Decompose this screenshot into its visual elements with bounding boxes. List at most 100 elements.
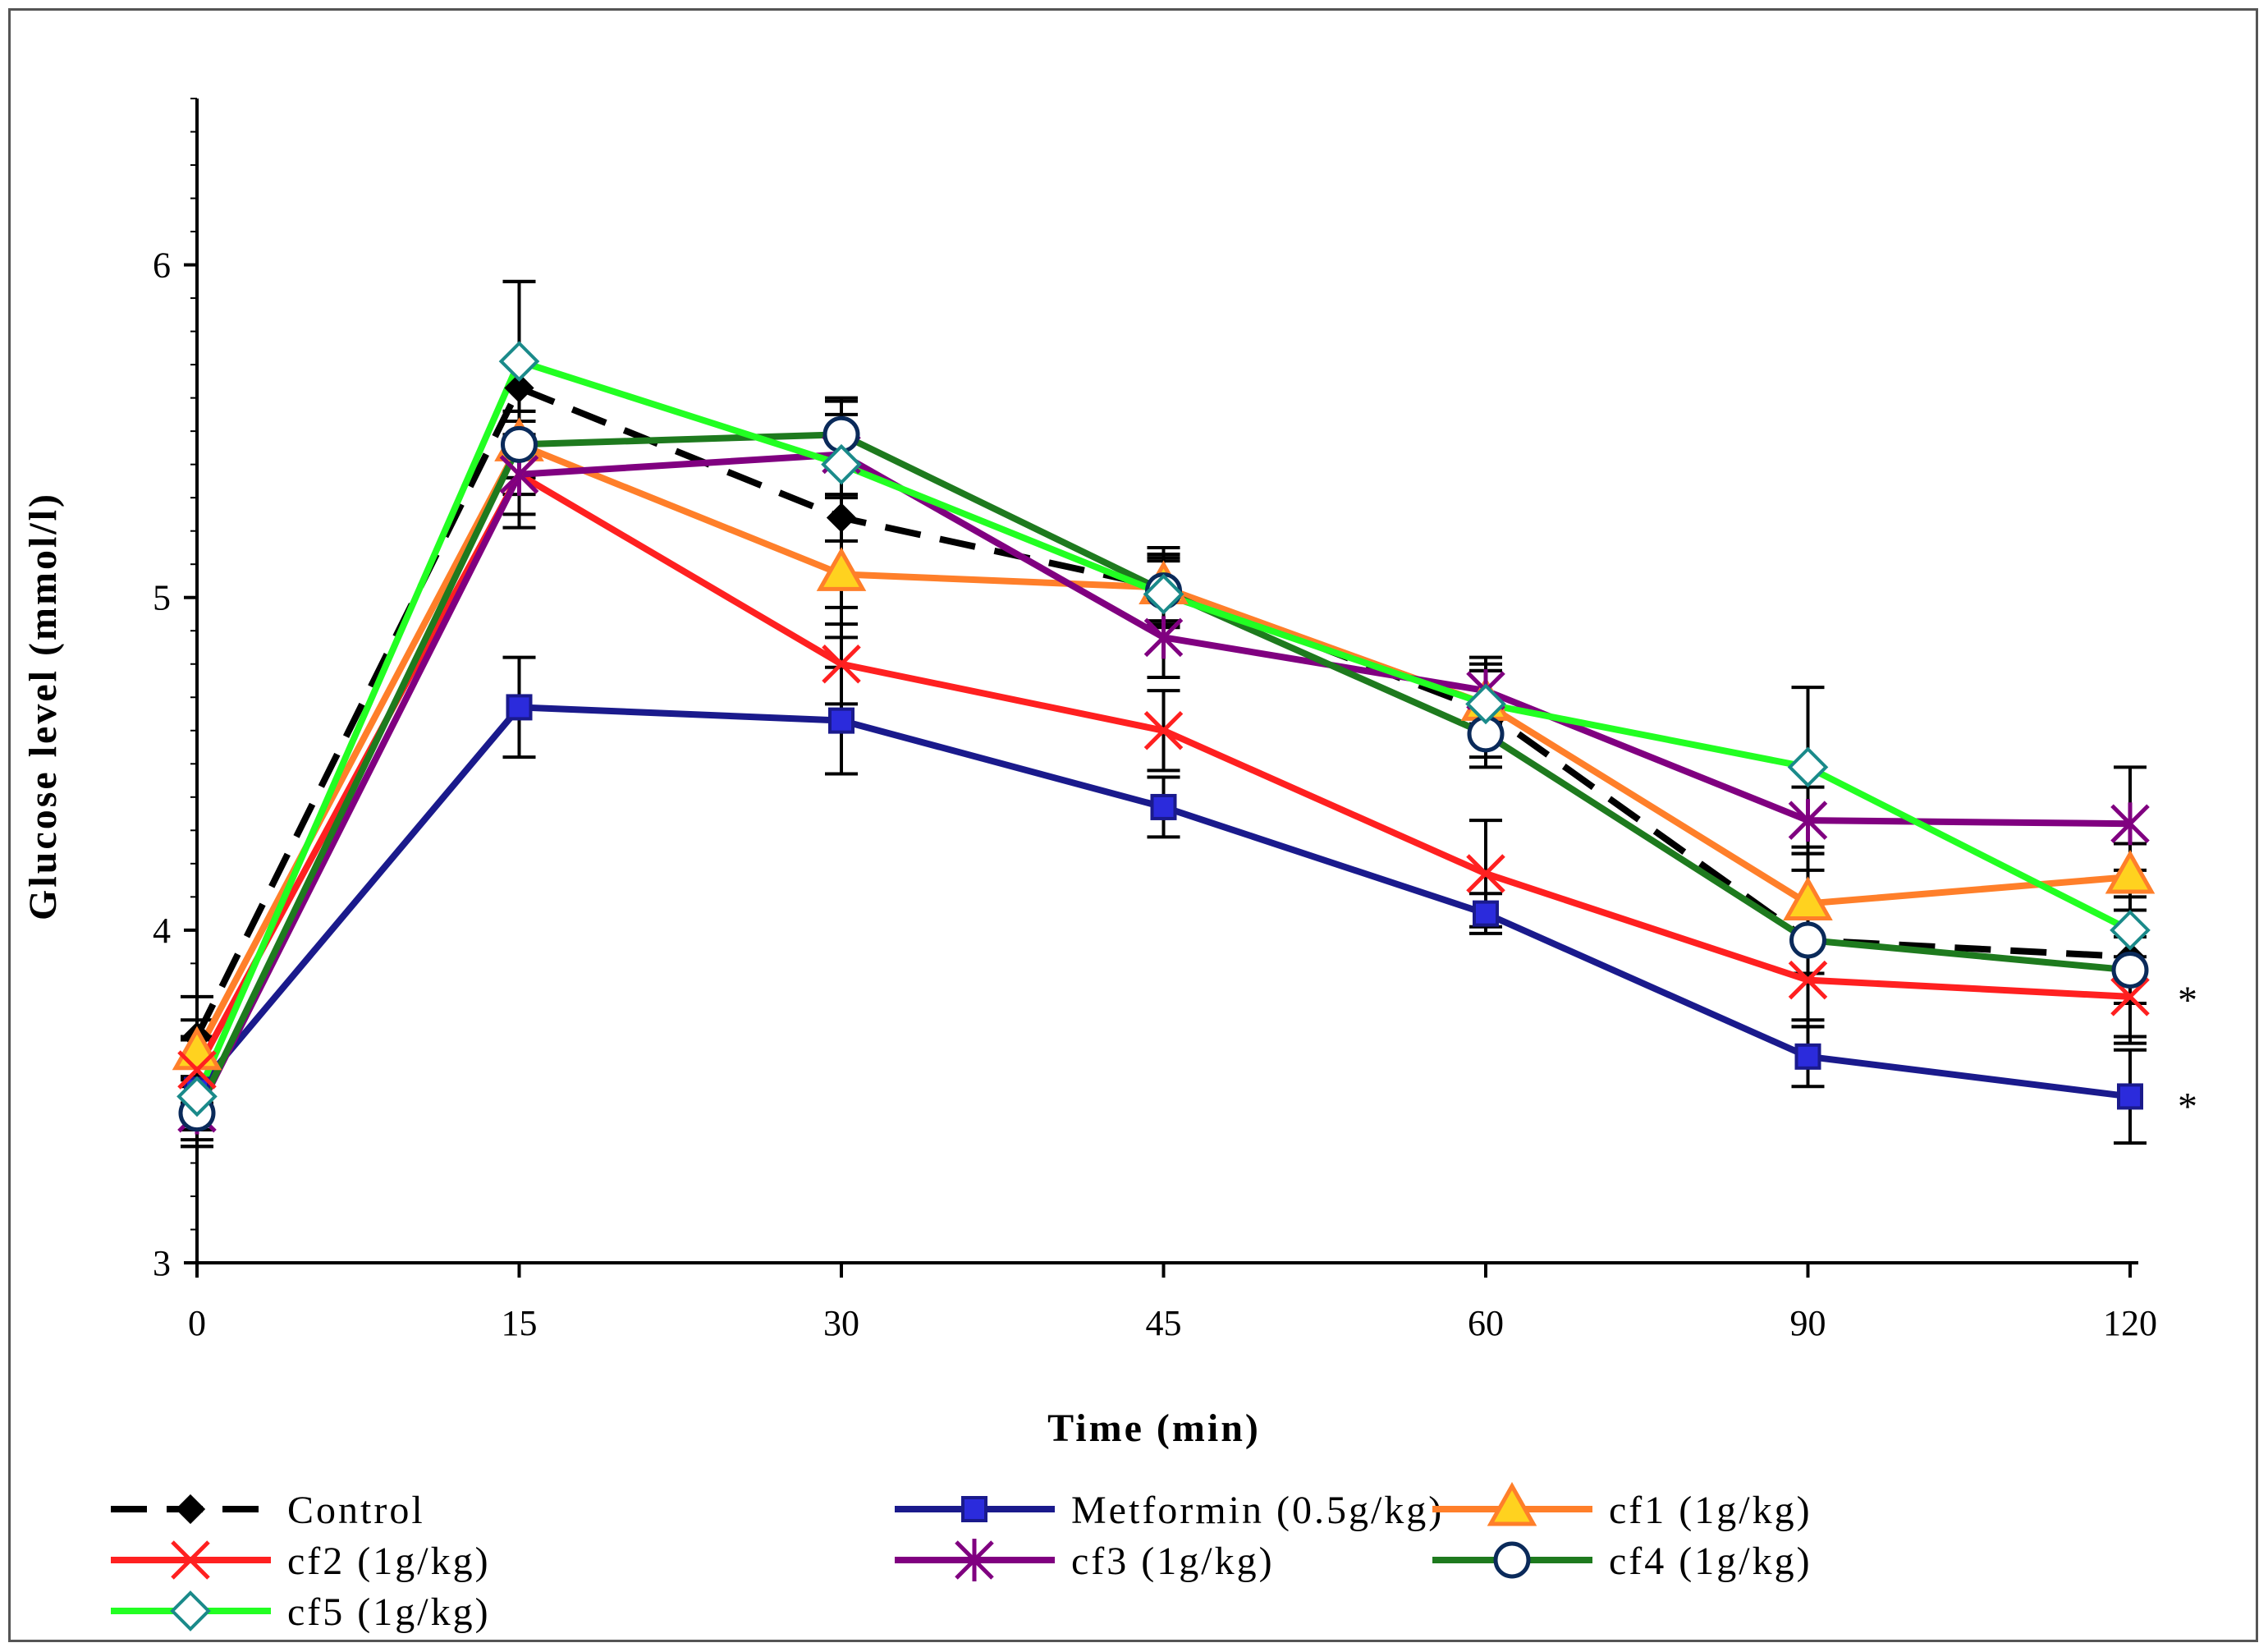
marker-5-6-shape xyxy=(2111,951,2149,989)
legend: Control Metformin (0.5g/kg) cf1 (1g/kg) cf2… xyxy=(111,1481,1812,1634)
marker-2-2 xyxy=(816,547,867,591)
legend-marker-0-shape xyxy=(175,1494,206,1525)
legend-item-4: cf3 (1g/kg) xyxy=(895,1539,1275,1583)
legend-item-0: Control xyxy=(111,1489,425,1532)
marker-6-0 xyxy=(176,1076,218,1117)
marker-1-1 xyxy=(506,694,533,721)
marker-6-6-shape xyxy=(2110,910,2151,951)
marker-6-4-shape xyxy=(1465,683,1506,725)
marker-3-4 xyxy=(1466,854,1505,893)
marker-3-2-stroke xyxy=(822,644,861,684)
marker-6-4 xyxy=(1465,683,1506,725)
marker-6-3 xyxy=(1143,573,1184,615)
y-tick-label: 5 xyxy=(153,578,171,618)
marker-3-6 xyxy=(2110,977,2150,1016)
legend-label: cf2 (1g/kg) xyxy=(287,1540,491,1583)
x-tick-label: 60 xyxy=(1468,1303,1504,1343)
legend-marker-3 xyxy=(171,1540,210,1580)
marker-2-5-shape xyxy=(1783,876,1833,920)
marker-3-6-stroke xyxy=(2110,977,2150,1016)
annotations: ** xyxy=(2178,979,2197,1129)
y-tick-label: 3 xyxy=(153,1243,171,1283)
marker-3-5-stroke xyxy=(1788,960,1828,1000)
marker-4-6 xyxy=(2110,802,2150,846)
marker-4-3 xyxy=(1143,616,1184,659)
legend-marker-5 xyxy=(1493,1541,1531,1579)
error-bars xyxy=(181,279,2147,1149)
marker-0-2 xyxy=(826,502,857,533)
marker-3-3-stroke xyxy=(1143,711,1184,750)
marker-1-3-shape xyxy=(1150,793,1177,820)
legend-item-1: Metformin (0.5g/kg) xyxy=(895,1489,1444,1532)
significance-asterisk: * xyxy=(2178,1085,2197,1128)
marker-6-0-shape xyxy=(176,1076,218,1117)
legend-marker-6 xyxy=(170,1590,211,1631)
marker-6-2-shape xyxy=(821,443,862,485)
legend-item-6: cf5 (1g/kg) xyxy=(111,1590,491,1634)
legend-label: cf3 (1g/kg) xyxy=(1071,1540,1275,1583)
legend-marker-5-shape xyxy=(1493,1541,1531,1579)
significance-asterisk: * xyxy=(2178,979,2197,1022)
chart-frame xyxy=(8,8,2258,1642)
x-tick-label: 90 xyxy=(1790,1303,1826,1343)
marker-6-3-shape xyxy=(1143,573,1184,615)
marker-1-5-shape xyxy=(1794,1043,1821,1070)
legend-marker-3-stroke xyxy=(171,1540,210,1580)
legend-marker-2-shape xyxy=(1487,1481,1537,1526)
legend-label: Metformin (0.5g/kg) xyxy=(1071,1489,1444,1532)
legend-marker-2 xyxy=(1487,1481,1537,1526)
legend-label: cf5 (1g/kg) xyxy=(287,1590,491,1634)
marker-3-5 xyxy=(1788,960,1828,1000)
marker-6-5-shape xyxy=(1787,746,1829,788)
legend-item-2: cf1 (1g/kg) xyxy=(1432,1481,1810,1532)
marker-0-2-shape xyxy=(826,502,857,533)
legend-marker-6-shape xyxy=(170,1590,211,1631)
marker-5-1 xyxy=(501,425,538,463)
marker-1-2-shape xyxy=(828,707,855,734)
marker-3-0-stroke xyxy=(177,1050,217,1090)
marker-3-2 xyxy=(822,644,861,684)
series-markers xyxy=(172,341,2156,1135)
x-tick-label: 120 xyxy=(2103,1303,2157,1343)
marker-3-0 xyxy=(177,1050,217,1090)
x-axis-title: Time (min) xyxy=(1047,1406,1261,1450)
legend-label: cf4 (1g/kg) xyxy=(1609,1540,1812,1583)
y-tick-label: 4 xyxy=(153,911,171,951)
marker-1-1-shape xyxy=(506,694,533,721)
marker-2-6-shape xyxy=(2105,849,2156,894)
marker-1-3 xyxy=(1150,793,1177,820)
marker-6-1 xyxy=(498,341,540,382)
x-tick-label: 15 xyxy=(502,1303,538,1343)
marker-3-3 xyxy=(1143,711,1184,750)
marker-2-6 xyxy=(2105,849,2156,894)
marker-6-5 xyxy=(1787,746,1829,788)
x-tick-label: 30 xyxy=(823,1303,859,1343)
marker-3-4-stroke xyxy=(1466,854,1505,893)
marker-2-5 xyxy=(1783,876,1833,920)
legend-item-3: cf2 (1g/kg) xyxy=(111,1540,491,1583)
marker-0-1 xyxy=(504,373,534,403)
legend-label: Control xyxy=(287,1489,425,1532)
marker-2-2-shape xyxy=(816,547,867,591)
marker-1-2 xyxy=(828,707,855,734)
marker-6-6 xyxy=(2110,910,2151,951)
legend-marker-1-shape xyxy=(961,1496,987,1522)
marker-5-5 xyxy=(1789,921,1826,959)
marker-6-2 xyxy=(821,443,862,485)
marker-1-4-shape xyxy=(1473,900,1499,927)
marker-5-5-shape xyxy=(1789,921,1826,959)
legend-marker-4 xyxy=(955,1539,994,1581)
legend-marker-0 xyxy=(175,1494,206,1525)
marker-5-1-shape xyxy=(501,425,538,463)
marker-1-5 xyxy=(1794,1043,1821,1070)
x-tick-label: 0 xyxy=(188,1303,206,1343)
legend-marker-1 xyxy=(961,1496,987,1522)
y-tick-label: 6 xyxy=(153,246,171,286)
marker-0-1-shape xyxy=(504,373,534,403)
marker-1-4 xyxy=(1473,900,1499,927)
legend-item-5: cf4 (1g/kg) xyxy=(1432,1540,1812,1583)
marker-4-5 xyxy=(1788,799,1828,842)
marker-5-6 xyxy=(2111,951,2149,989)
marker-6-1-shape xyxy=(498,341,540,382)
